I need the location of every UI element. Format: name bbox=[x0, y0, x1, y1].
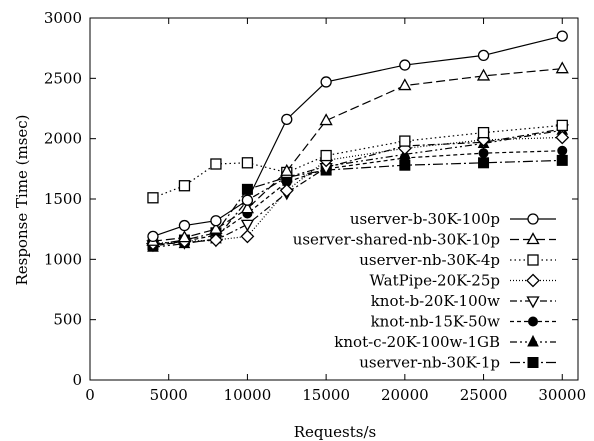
data-point bbox=[556, 30, 568, 42]
series-userver-shared-nb-30K-10p bbox=[146, 61, 569, 246]
data-point bbox=[526, 232, 540, 245]
data-point bbox=[478, 148, 489, 159]
data-point bbox=[528, 316, 538, 327]
series-line bbox=[152, 136, 563, 245]
y-tick-label: 0 bbox=[72, 371, 82, 389]
data-point bbox=[557, 145, 568, 156]
series-line bbox=[152, 150, 563, 247]
data-point bbox=[210, 215, 222, 227]
data-point bbox=[527, 213, 539, 225]
series-line bbox=[152, 124, 563, 199]
legend-label: userver-b-30K-100p bbox=[350, 210, 500, 228]
data-point bbox=[399, 135, 411, 147]
y-tick-label: 1500 bbox=[44, 190, 82, 208]
legend-label: knot-b-20K-100w bbox=[371, 292, 500, 310]
legend-label: WatPipe-20K-25p bbox=[370, 272, 500, 290]
data-point bbox=[178, 219, 191, 232]
data-point bbox=[478, 157, 490, 169]
data-point bbox=[279, 183, 294, 198]
data-point bbox=[555, 130, 570, 145]
data-point bbox=[476, 68, 491, 81]
data-point bbox=[177, 230, 192, 243]
x-tick-label: 20000 bbox=[381, 386, 429, 404]
y-tick-label: 1000 bbox=[44, 250, 82, 268]
legend-label: knot-c-20K-100w-1GB bbox=[334, 333, 500, 351]
data-point bbox=[477, 126, 490, 139]
legend-label: knot-nb-15K-50w bbox=[371, 313, 501, 331]
data-point bbox=[240, 219, 255, 232]
series-line bbox=[152, 35, 563, 237]
x-tick-label: 15000 bbox=[302, 386, 350, 404]
data-point bbox=[147, 192, 159, 204]
data-point bbox=[527, 254, 539, 266]
data-point bbox=[209, 221, 223, 234]
y-axis-label: Response Time (msec) bbox=[13, 114, 31, 285]
legend-entry: WatPipe-20K-25p bbox=[370, 272, 556, 290]
plot-area bbox=[89, 17, 579, 381]
legend-entry: knot-b-20K-100w bbox=[371, 292, 556, 310]
data-point bbox=[526, 273, 540, 288]
data-point bbox=[280, 163, 294, 176]
legend-label: userver-nb-30K-4p bbox=[359, 251, 500, 269]
legend: userver-b-30K-100p userver-shared-nb-30K-… bbox=[293, 210, 556, 372]
x-tick-label: 25000 bbox=[460, 386, 508, 404]
data-point bbox=[240, 201, 255, 214]
legend-label: userver-shared-nb-30K-10p bbox=[293, 231, 500, 249]
data-point bbox=[555, 61, 569, 74]
data-point bbox=[319, 113, 333, 126]
y-tick-label: 2500 bbox=[44, 69, 82, 87]
data-point bbox=[210, 158, 222, 170]
plot-frame bbox=[89, 17, 579, 381]
data-point bbox=[178, 180, 191, 192]
series-userver-b-30K-100p bbox=[147, 30, 568, 243]
legend-entry: userver-b-30K-100p bbox=[350, 210, 556, 228]
x-tick-label: 10000 bbox=[224, 386, 272, 404]
x-tick-label: 5000 bbox=[150, 386, 188, 404]
data-point bbox=[526, 296, 540, 309]
data-point bbox=[556, 119, 568, 132]
data-point bbox=[241, 157, 254, 169]
data-point bbox=[556, 154, 568, 166]
legend-label: userver-nb-30K-1p bbox=[359, 354, 500, 372]
x-tick-label: 0 bbox=[85, 386, 95, 404]
data-point bbox=[281, 113, 293, 126]
data-point bbox=[527, 334, 539, 347]
series-layer bbox=[146, 30, 570, 253]
data-point bbox=[147, 230, 159, 243]
x-axis-label: Requests/s bbox=[294, 423, 377, 441]
legend-entry: userver-nb-30K-4p bbox=[359, 251, 556, 269]
data-point bbox=[209, 233, 223, 247]
data-point bbox=[399, 59, 411, 71]
series-userver-nb-30K-4p bbox=[147, 119, 568, 204]
data-point bbox=[320, 149, 332, 162]
data-point bbox=[240, 229, 255, 244]
legend-entry: knot-c-20K-100w-1GB bbox=[334, 333, 556, 351]
data-point bbox=[477, 49, 490, 62]
data-point bbox=[241, 194, 254, 206]
data-point bbox=[320, 76, 332, 88]
ticks-layer: 0 5000 10000 15000 20000 25000 30000 0 500 1000 15… bbox=[44, 9, 586, 404]
y-tick-label: 500 bbox=[53, 311, 82, 329]
x-tick-label: 30000 bbox=[538, 386, 586, 404]
legend-entry: knot-nb-15K-50w bbox=[371, 313, 556, 331]
data-point bbox=[527, 357, 539, 368]
y-tick-label: 2000 bbox=[44, 130, 82, 148]
y-tick-label: 3000 bbox=[44, 9, 82, 27]
legend-entry: userver-shared-nb-30K-10p bbox=[293, 231, 556, 249]
series-line bbox=[152, 129, 563, 248]
data-point bbox=[398, 78, 412, 91]
legend-entry: userver-nb-30K-1p bbox=[359, 354, 556, 372]
